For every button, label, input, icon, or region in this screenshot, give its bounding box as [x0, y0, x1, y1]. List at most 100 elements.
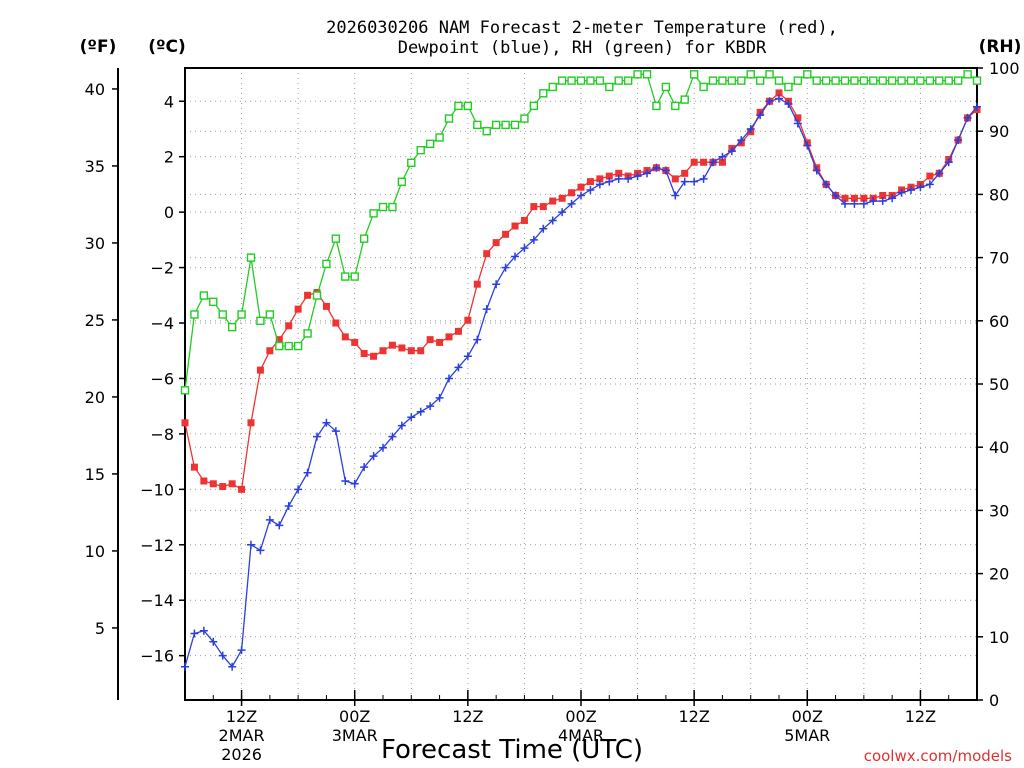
celsius-tick-label: −4: [150, 314, 174, 333]
temperature-point: [502, 230, 510, 238]
dewpoint-point: [209, 637, 218, 646]
relative-humidity-point: [605, 82, 614, 92]
temperature-point: [209, 480, 217, 488]
relative-humidity-point: [284, 341, 293, 351]
relative-humidity-point: [623, 76, 633, 85]
dewpoint-point: [360, 463, 369, 472]
relative-humidity-point: [246, 253, 256, 262]
relative-humidity-point: [237, 310, 246, 319]
relative-humidity-point: [425, 139, 435, 149]
temperature-point: [520, 216, 528, 224]
relative-humidity-point: [397, 177, 407, 186]
relative-humidity-point: [661, 82, 671, 92]
relative-humidity-point: [727, 76, 737, 85]
dewpoint-point: [350, 479, 359, 488]
relative-humidity-point: [209, 297, 218, 307]
relative-humidity-point: [501, 120, 510, 130]
relative-humidity-point: [614, 76, 623, 85]
relative-humidity-point: [878, 76, 887, 85]
relative-humidity-point: [416, 145, 425, 155]
relative-humidity-point: [265, 310, 275, 319]
dewpoint-point: [907, 185, 915, 194]
dewpoint-point: [859, 199, 868, 208]
dewpoint-point: [869, 197, 878, 206]
dewpoint-point: [718, 152, 727, 161]
fahrenheit-axis-header: (ºF): [80, 37, 117, 57]
relative-humidity-point: [803, 70, 812, 79]
dewpoint-point: [341, 477, 350, 486]
dewpoint-point: [473, 335, 482, 344]
dewpoint-point: [539, 224, 548, 233]
relative-humidity-point: [916, 76, 925, 85]
dewpoint-point: [812, 166, 821, 175]
dewpoint-point: [765, 97, 774, 106]
relative-humidity-point: [548, 82, 557, 92]
temperature-point: [718, 158, 726, 166]
dewpoint-point: [265, 515, 274, 524]
dewpoint-point: [624, 174, 633, 183]
dewpoint-point: [567, 199, 576, 208]
dewpoint-point: [652, 163, 661, 172]
temperature-point: [436, 338, 444, 346]
dewpoint-point: [850, 199, 859, 208]
fahrenheit-tick-label: 15: [85, 465, 105, 484]
temperature-point: [850, 194, 858, 202]
dewpoint-point: [831, 191, 840, 200]
temperature-point: [492, 239, 500, 247]
temperature-point: [841, 194, 849, 202]
dewpoint-point: [897, 188, 906, 197]
relative-humidity-point: [925, 76, 935, 85]
relative-humidity-point: [642, 70, 652, 79]
dewpoint-point: [548, 216, 557, 225]
dewpoint-point: [775, 94, 783, 103]
time-tick-label: 5MAR: [784, 726, 830, 745]
chart-title-line2: Dewpoint (blue), RH (green) for KBDR: [398, 38, 767, 58]
time-tick-label: 00Z: [339, 707, 370, 726]
dewpoint-point: [511, 252, 519, 261]
dewpoint-point: [822, 180, 831, 189]
dewpoint-point: [746, 124, 755, 133]
relative-humidity-point: [755, 76, 765, 85]
axis-ticks: −16 −14 −12 −10 −8 −6 −4 −2 0 2 4 5 10 15 20 25 30 35 40 0 1…: [85, 59, 1020, 764]
time-tick-label: 2MAR: [219, 726, 265, 745]
temperature-point: [238, 485, 246, 493]
temperature-point: [690, 158, 698, 166]
relative-humidity-series: [180, 70, 982, 395]
temperature-point: [332, 319, 340, 327]
dewpoint-point: [973, 102, 981, 111]
time-tick-label: 12Z: [452, 707, 483, 726]
relative-humidity-point: [199, 291, 209, 300]
relative-humidity-point: [708, 76, 718, 85]
dewpoint-point: [935, 169, 944, 178]
dewpoint-point: [369, 452, 378, 461]
temperature-point: [586, 178, 594, 186]
relative-humidity-point: [567, 76, 576, 85]
relative-humidity-point: [793, 76, 803, 85]
relative-humidity-point: [765, 70, 774, 79]
dewpoint-point: [529, 235, 538, 244]
relative-humidity-point: [388, 202, 397, 212]
celsius-tick-label: −16: [140, 647, 174, 666]
dewpoint-point: [416, 407, 425, 416]
relative-humidity-point: [482, 126, 491, 136]
dewpoint-point: [407, 413, 416, 422]
relative-humidity-point: [935, 76, 944, 85]
temperature-point: [615, 169, 623, 177]
celsius-tick-label: −8: [150, 425, 174, 444]
rh-axis-header: (RH): [979, 37, 1022, 57]
relative-humidity-point: [463, 101, 473, 111]
celsius-tick-label: −12: [140, 536, 174, 555]
fahrenheit-tick-label: 10: [85, 542, 105, 561]
rh-tick-label: 20: [989, 565, 1009, 584]
fahrenheit-tick-label: 20: [85, 388, 105, 407]
temperature-point: [700, 158, 708, 166]
rh-tick-label: 70: [989, 249, 1009, 268]
relative-humidity-point: [963, 70, 972, 79]
dewpoint-point: [916, 183, 925, 192]
dewpoint-point: [237, 646, 246, 655]
x-axis-label: Forecast Time (UTC): [381, 735, 643, 765]
temperature-point: [464, 316, 472, 324]
relative-humidity-point: [840, 76, 850, 85]
relative-humidity-point: [227, 322, 237, 332]
